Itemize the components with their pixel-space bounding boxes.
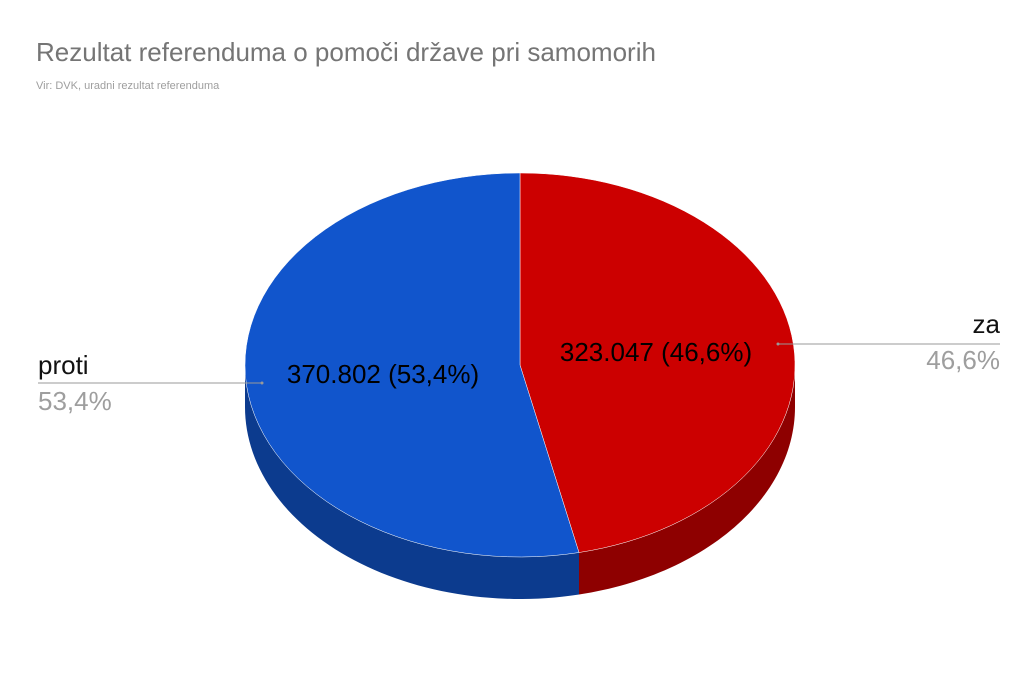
- value-label: 323.047 (46,6%): [560, 337, 752, 367]
- category-label: proti: [38, 350, 89, 380]
- percent-label: 53,4%: [38, 386, 112, 416]
- slice-side: [245, 365, 579, 599]
- slice: [244, 172, 580, 558]
- leader-dot: [260, 381, 264, 385]
- leader-dot: [776, 342, 780, 346]
- chart-title: Rezultat referenduma o pomoči države pri…: [36, 37, 656, 67]
- chart-subtitle: Vir: DVK, uradni rezultat referenduma: [36, 80, 220, 92]
- value-label: 370.802 (53,4%): [287, 359, 479, 389]
- slice-side: [578, 365, 795, 595]
- percent-label: 46,6%: [926, 345, 1000, 375]
- category-label: za: [973, 309, 1001, 339]
